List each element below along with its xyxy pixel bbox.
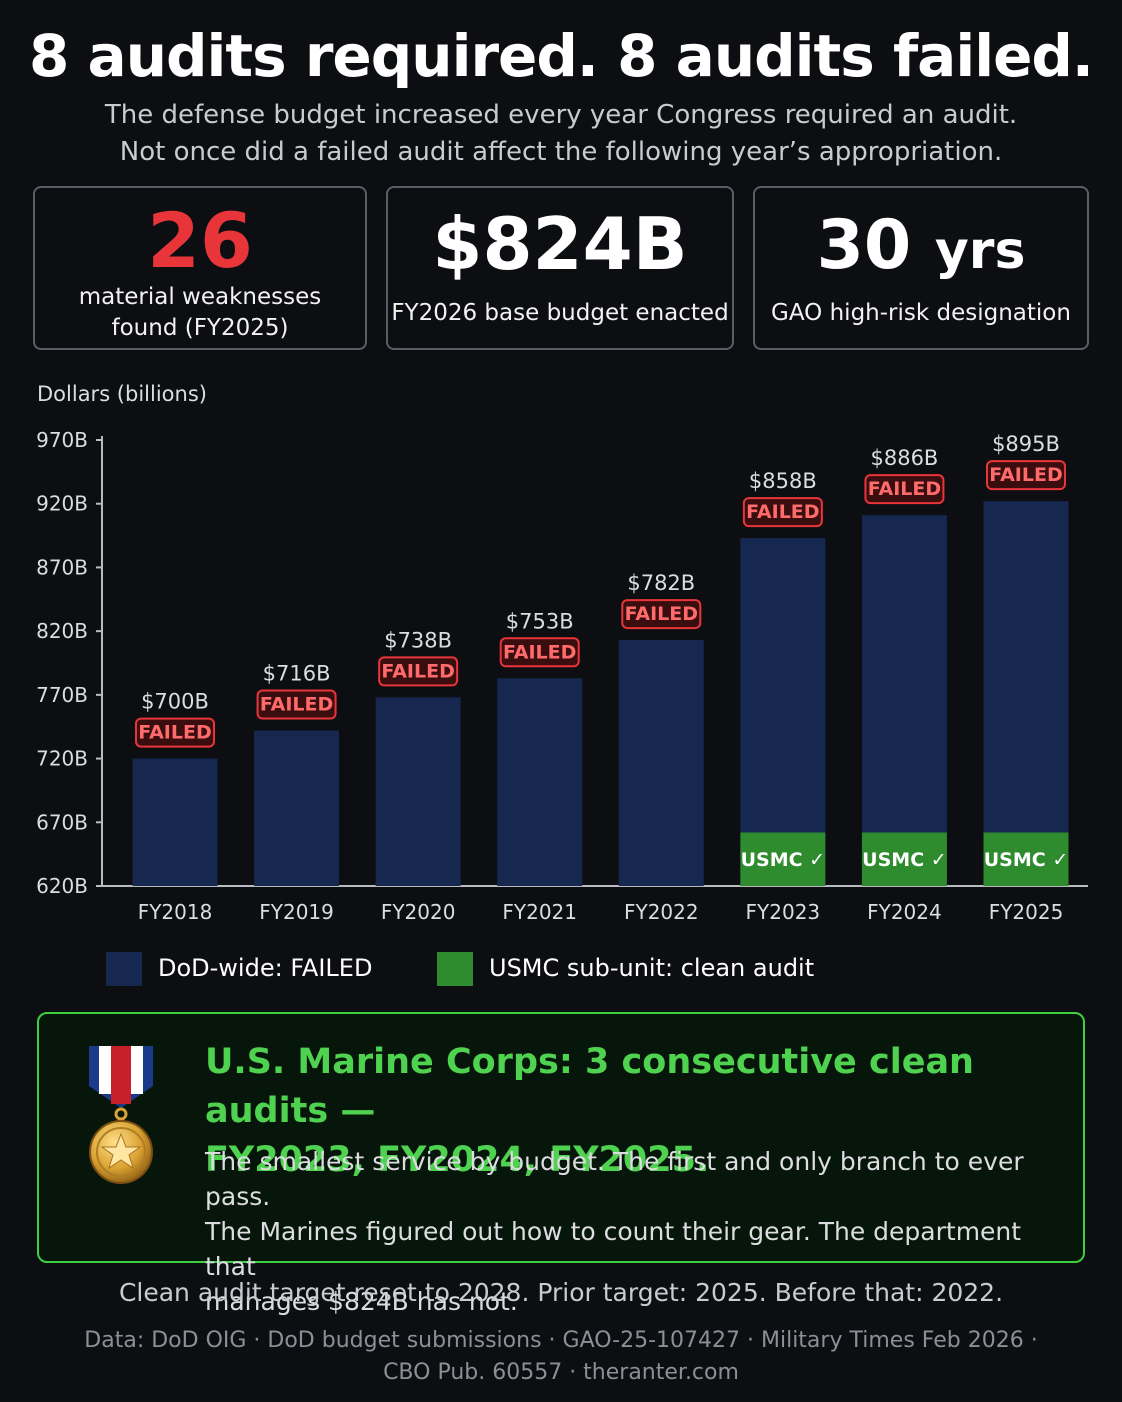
failed-badge-label: FAILED — [746, 501, 819, 523]
stat-label-line-2: found (FY2025) — [111, 315, 289, 341]
failed-badge-label: FAILED — [868, 478, 941, 500]
usmc-callout: U.S. Marine Corps: 3 consecutive clean a… — [37, 1012, 1085, 1316]
bar-dod — [983, 501, 1069, 886]
failed-badge — [864, 474, 945, 505]
x-tick-label: FY2020 — [381, 900, 456, 924]
failed-badge-label: FAILED — [989, 464, 1062, 486]
callout-body: The smallest service by budget. The firs… — [205, 1144, 1075, 1319]
failed-badge — [621, 599, 702, 630]
bar-dod — [740, 538, 826, 886]
failed-badge-label: FAILED — [260, 694, 333, 716]
failed-badge — [256, 689, 337, 720]
x-tick-label: FY2023 — [746, 900, 821, 924]
y-axis-title: Dollars (billions) — [37, 382, 207, 406]
failed-badge-label: FAILED — [138, 722, 211, 744]
callout-headline: U.S. Marine Corps: 3 consecutive clean a… — [205, 1038, 1065, 1185]
legend-label-usmc: USMC sub-unit: clean audit — [489, 954, 815, 982]
callout-body-line-1: The smallest service by budget. The firs… — [205, 1147, 1024, 1211]
legend-swatch-dod — [106, 952, 142, 986]
usmc-segment-label: USMC ✓ — [984, 849, 1069, 871]
stat-label: GAO high-risk designation — [771, 300, 1071, 326]
bar-dod — [254, 730, 340, 886]
bar-value-label: $858B — [749, 469, 817, 493]
y-tick-label: 920B — [36, 492, 88, 516]
stat-value: 26 — [147, 196, 253, 285]
x-tick-label: FY2021 — [502, 900, 577, 924]
stat-card-budget: $824B FY2026 base budget enacted — [386, 186, 734, 350]
bar-value-label: $700B — [141, 690, 209, 714]
y-tick-label: 720B — [36, 747, 88, 771]
bar-usmc-segment — [740, 832, 826, 886]
stat-value: 30 yrs — [755, 206, 1087, 285]
bar-dod — [497, 678, 583, 886]
failed-badge — [986, 460, 1066, 491]
bar-value-label: $782B — [627, 571, 695, 595]
bar-dod — [132, 758, 218, 886]
stat-card-high-risk: 30 yrs GAO high-risk designation — [753, 186, 1089, 350]
y-tick-label: 870B — [36, 555, 88, 579]
callout-headline-line-2: FY2023, FY2024, FY2025. — [205, 1140, 710, 1180]
usmc-segment-label: USMC ✓ — [741, 849, 826, 871]
medal-icon — [89, 1046, 153, 1184]
legend-label-dod: DoD-wide: FAILED — [158, 954, 373, 982]
bar-value-label: $738B — [384, 628, 452, 652]
bar-dod — [618, 640, 704, 886]
legend-swatch-usmc — [437, 952, 473, 986]
callout-body-line-3: manages $824B has not. — [205, 1287, 518, 1316]
failed-badge-label: FAILED — [381, 660, 454, 682]
failed-badge-label: FAILED — [625, 603, 698, 625]
bar-value-label: $716B — [263, 662, 331, 686]
bar-usmc-segment — [983, 832, 1069, 886]
x-tick-label: FY2025 — [989, 900, 1064, 924]
stat-number: 30 — [816, 206, 912, 285]
stat-label-line-1: material weaknesses — [78, 284, 322, 310]
budget-bar-chart: 970B 920B 870B 820B 770B 720B 670B 620B FAILED $7… — [36, 428, 1088, 924]
bar-usmc-segment — [861, 832, 947, 886]
stat-value: $824B — [432, 202, 688, 286]
y-tick-label: 620B — [36, 874, 88, 898]
callout-headline-line-1: U.S. Marine Corps: 3 consecutive clean a… — [205, 1042, 974, 1131]
bar-value-label: $753B — [506, 609, 574, 633]
y-tick-label: 670B — [36, 810, 88, 834]
bar-dod — [375, 697, 461, 886]
x-tick-label: FY2018 — [138, 900, 213, 924]
stat-label: FY2026 base budget enacted — [391, 300, 729, 326]
page-title: 8 audits required. 8 audits failed. — [29, 22, 1094, 90]
source-line-1: Data: DoD OIG · DoD budget submissions ·… — [84, 1328, 1038, 1353]
failed-badge — [742, 497, 823, 528]
x-tick-label: FY2019 — [259, 900, 334, 924]
x-tick-label: FY2024 — [867, 900, 942, 924]
y-tick-label: 770B — [36, 683, 88, 707]
callout-body-line-2: The Marines figured out how to count the… — [205, 1217, 1022, 1281]
stat-unit: yrs — [934, 221, 1026, 281]
stat-label: material weaknesses found (FY2025) — [35, 282, 365, 344]
bar-dod — [861, 515, 947, 886]
bar-value-label: $886B — [870, 446, 938, 470]
stat-card-weaknesses: 26 material weaknesses found (FY2025) — [33, 186, 367, 350]
failed-badge — [378, 656, 459, 687]
y-tick-label: 820B — [36, 619, 88, 643]
y-tick-label: 970B — [36, 428, 88, 452]
failed-badge — [499, 637, 580, 668]
bar-value-label: $895B — [992, 432, 1060, 456]
subtitle-line-1: The defense budget increased every year … — [104, 100, 1018, 130]
failed-badge — [135, 717, 215, 748]
subtitle-line-2: Not once did a failed audit affect the f… — [119, 137, 1003, 167]
source-line-2: CBO Pub. 60557 · theranter.com — [383, 1360, 739, 1385]
failed-badge-label: FAILED — [503, 641, 576, 663]
footnote: Clean audit target reset to 2028. Prior … — [118, 1278, 1004, 1307]
x-tick-label: FY2022 — [624, 900, 699, 924]
usmc-segment-label: USMC ✓ — [862, 849, 947, 871]
